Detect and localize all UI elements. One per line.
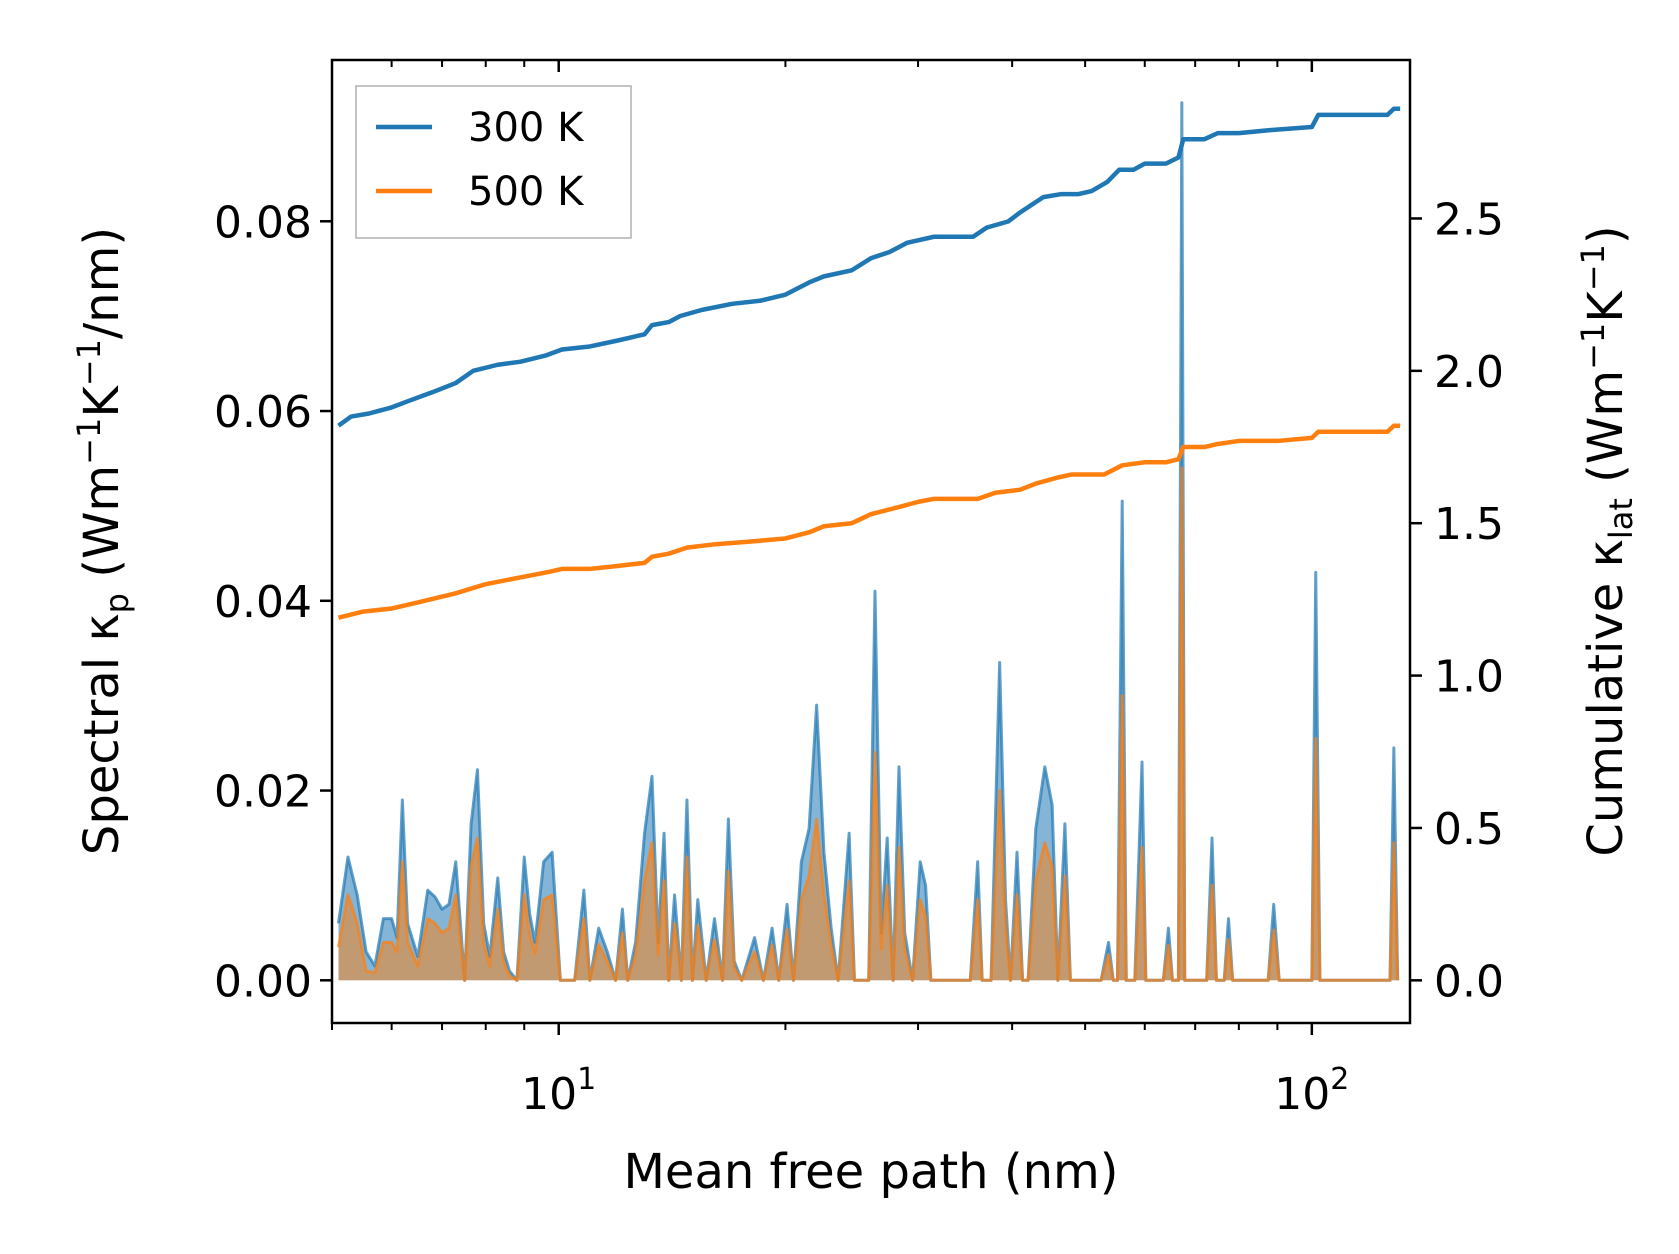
spectral-line-500k	[337, 466, 1400, 982]
y-left-label-sup: −1	[70, 339, 108, 386]
x-tick-label-base: 10	[521, 1069, 577, 1120]
y-right-tick-label: 1.0	[1434, 652, 1504, 703]
y-left-label-text: K	[74, 385, 130, 418]
x-axis-label: Mean free path (nm)	[624, 1144, 1119, 1200]
y-right-label-sub: lat	[1602, 498, 1640, 539]
y-right-label-text: )	[1578, 225, 1634, 244]
y-right-tick-label: 0.0	[1434, 956, 1504, 1007]
y-left-tick-label: 0.02	[214, 767, 312, 818]
x-tick-label: 102	[1274, 1062, 1349, 1120]
x-tick-label-exp: 2	[1330, 1062, 1349, 1097]
y-axis-left-label: Spectral κp (Wm−1K−1/nm)	[70, 227, 136, 855]
ticks-layer: 0.00 0.02 0.04 0.06 0.08 0.0 0.5 1.0 1.5 2.0 2.5 10…	[214, 60, 1504, 1120]
y-right-tick-label: 0.5	[1434, 804, 1504, 855]
plot-frame	[330, 58, 1412, 1025]
y-left-label-text: (Wm	[74, 465, 130, 593]
y-left-label-sup: −1	[70, 418, 108, 465]
y-right-label-text: K	[1578, 290, 1634, 323]
y-right-tick-label: 1.5	[1434, 499, 1504, 550]
spectral-layer	[336, 101, 1400, 982]
y-right-tick-label: 2.0	[1434, 347, 1504, 398]
y-left-tick-label: 0.06	[214, 387, 312, 438]
legend: 300 K 500 K	[355, 85, 632, 239]
y-left-label-sub: p	[98, 593, 136, 613]
cumulative-line-500k	[337, 423, 1401, 620]
y-left-tick-label: 0.04	[214, 577, 312, 628]
y-left-tick-label: 0.00	[214, 956, 312, 1007]
y-right-tick-label: 2.5	[1434, 194, 1504, 245]
y-left-tick-label: 0.08	[214, 197, 312, 248]
y-axis-right-label: Cumulative κlat (Wm−1K−1)	[1574, 225, 1640, 856]
legend-label-300k: 300 K	[468, 105, 585, 151]
y-left-label-text: /nm)	[74, 227, 130, 339]
legend-box	[355, 85, 632, 239]
y-right-label-sup: −1	[1574, 244, 1612, 291]
y-left-label-text: Spectral κ	[74, 613, 130, 855]
cumulative-line-300k	[337, 106, 1401, 428]
x-tick-label-exp: 1	[577, 1062, 596, 1097]
x-tick-label-base: 10	[1274, 1069, 1330, 1120]
x-tick-label: 101	[521, 1062, 596, 1120]
legend-label-500k: 500 K	[468, 169, 585, 215]
y-right-label-text: (Wm	[1578, 370, 1634, 498]
y-right-label-text: Cumulative κ	[1578, 539, 1634, 857]
cumulative-layer	[337, 106, 1401, 620]
y-right-label-sup: −1	[1574, 323, 1612, 370]
